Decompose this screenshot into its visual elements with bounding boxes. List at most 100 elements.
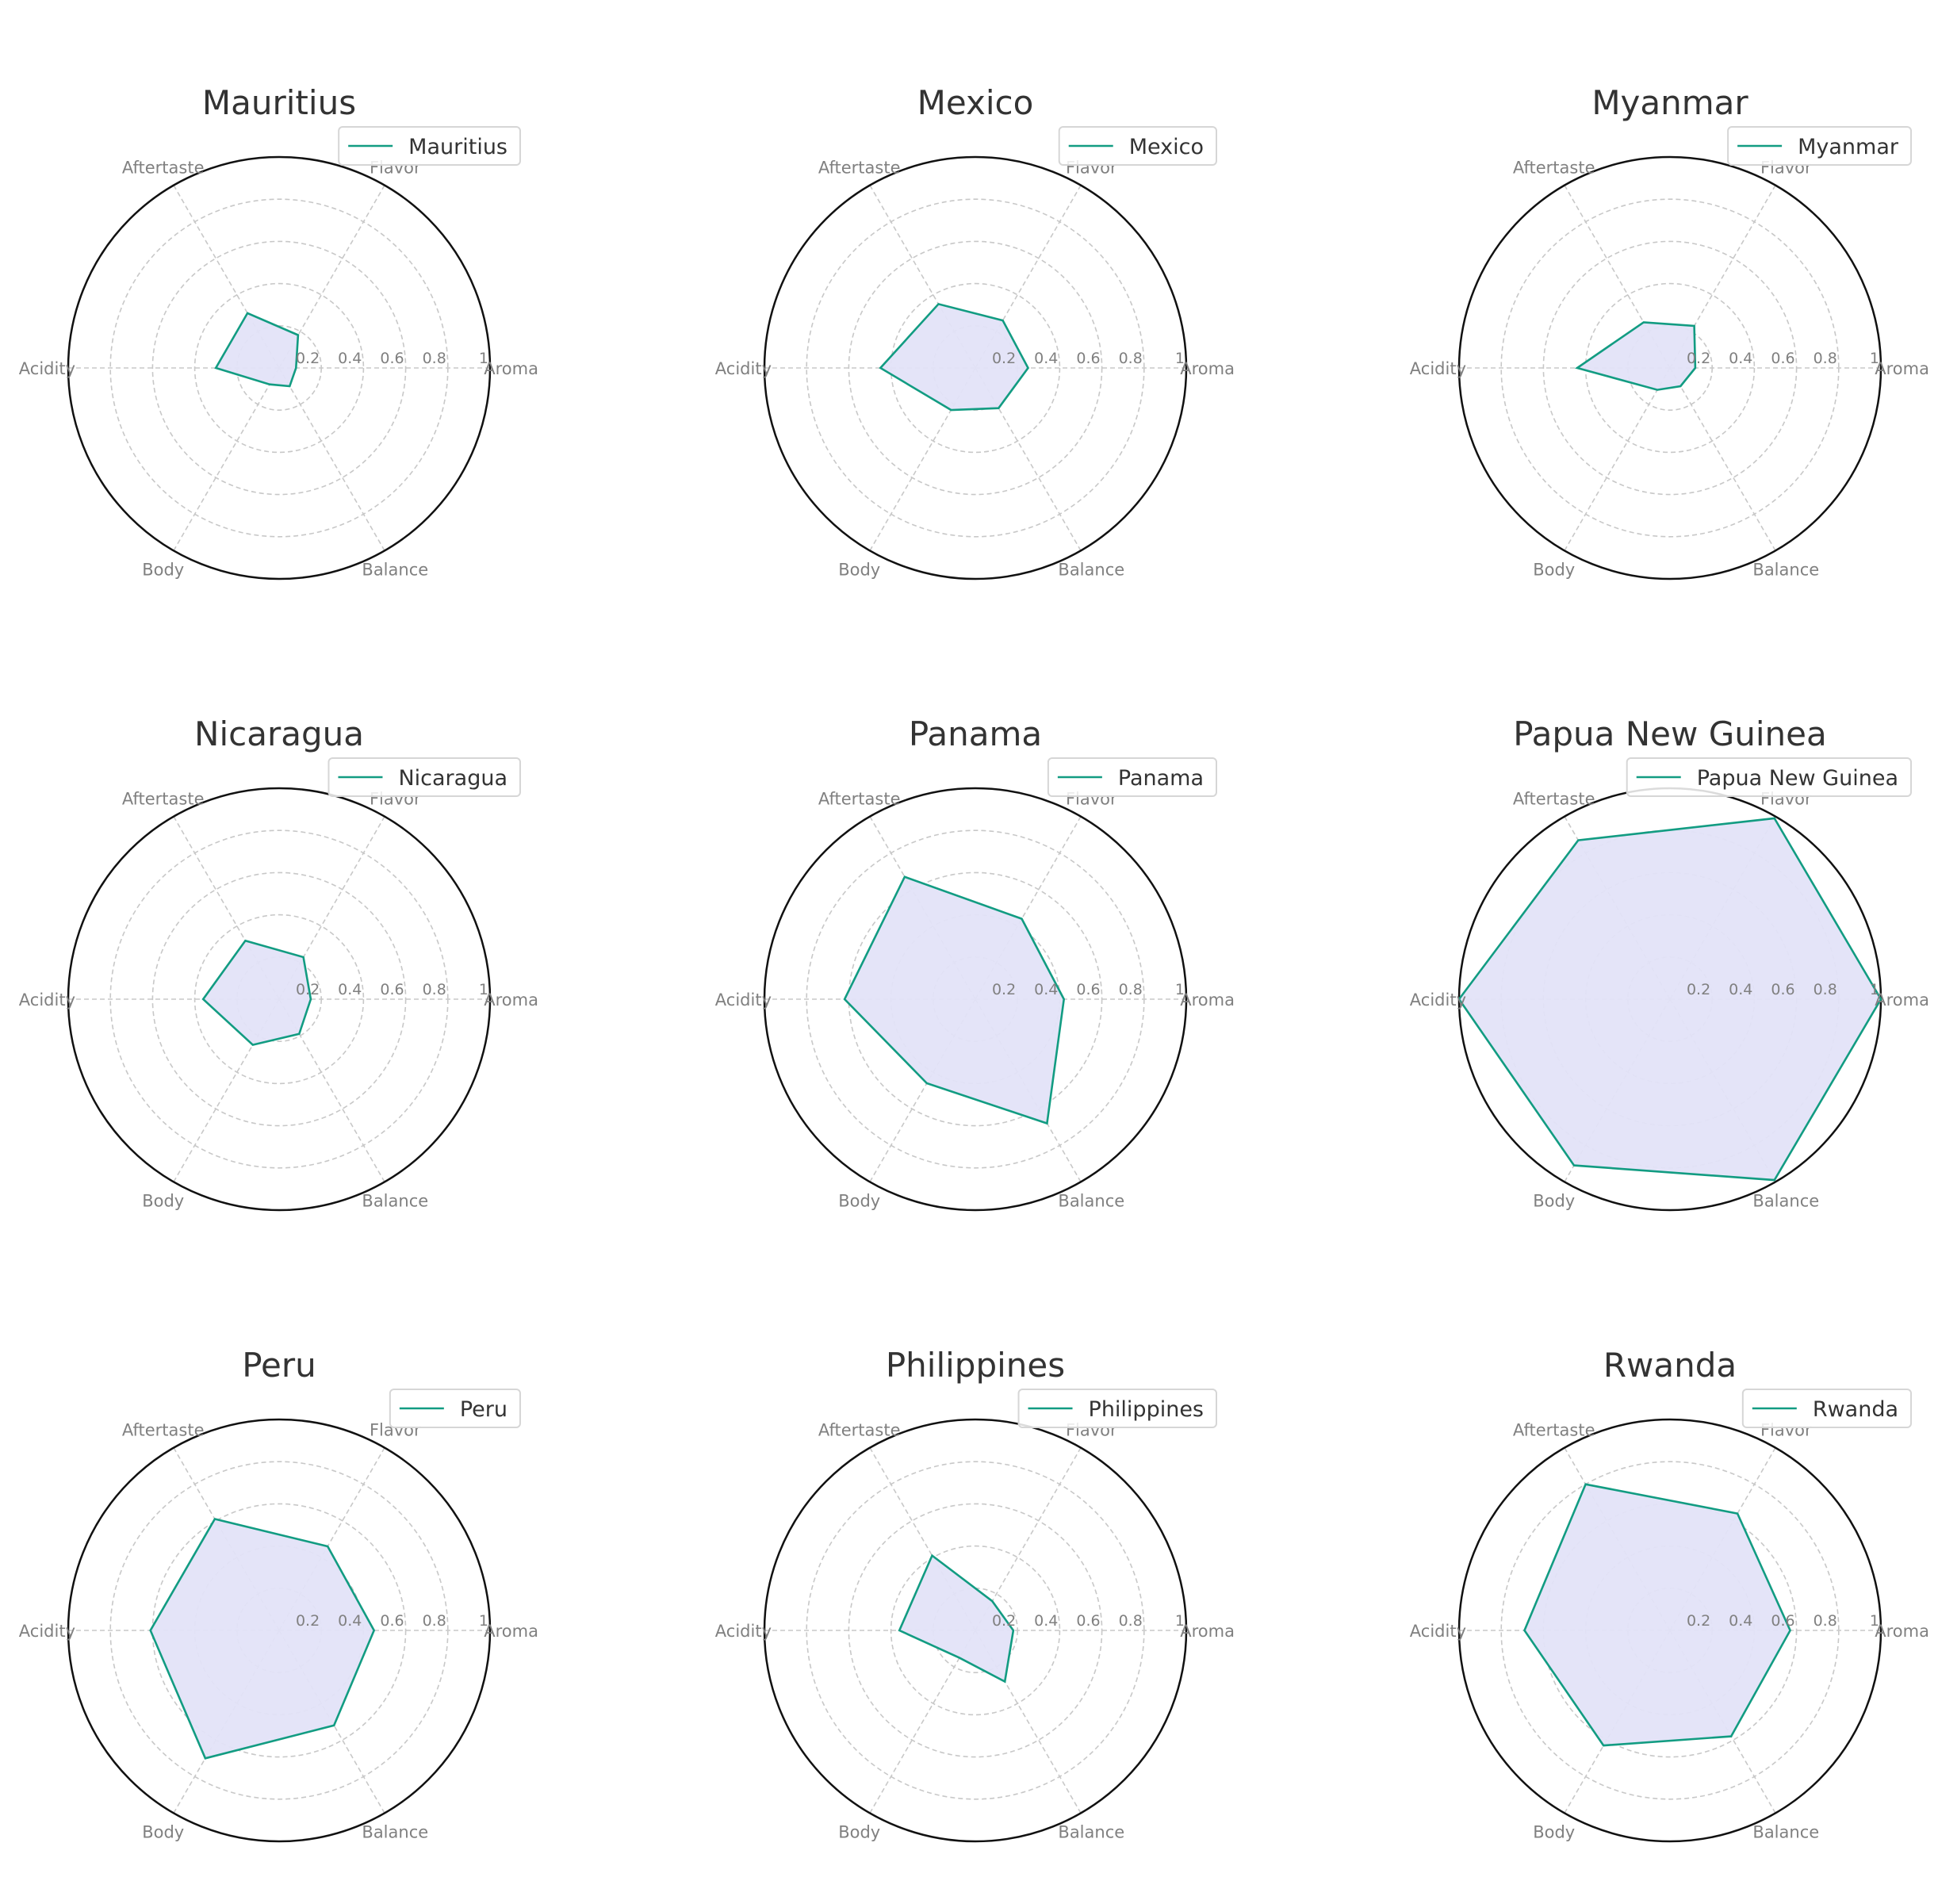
axis-label-body: Body (838, 560, 880, 579)
axis-label-acidity: Acidity (715, 359, 772, 378)
legend-label: Philippines (1089, 1397, 1204, 1422)
grid-spoke (173, 367, 280, 551)
grid-ring (193, 282, 365, 454)
legend-box (327, 757, 521, 797)
legend-label: Mexico (1129, 135, 1204, 159)
polar-frame (67, 155, 492, 580)
axis-label-balance: Balance (1058, 1822, 1124, 1841)
radar-panel-philippines: 0.2 0.4 0.6 0.8 1AromaFlavorAftertasteAcidit… (715, 1346, 1235, 1843)
r-tick-label: 0.2 (992, 1612, 1016, 1630)
polar-frame (67, 787, 492, 1212)
legend-box (1058, 126, 1217, 166)
r-tick-label: 0.2 (1687, 981, 1710, 998)
axis-label-body: Body (142, 1191, 184, 1210)
legend-box (1626, 757, 1912, 797)
panel-title: Mexico (917, 83, 1034, 122)
axis-label-body: Body (1533, 1822, 1575, 1841)
polar-frame (1457, 155, 1882, 580)
axis-label-acidity: Acidity (1410, 990, 1466, 1009)
polar-frame (1457, 1418, 1882, 1843)
axis-label-acidity: Acidity (1410, 359, 1466, 378)
axis-label-body: Body (1533, 1191, 1575, 1210)
legend: Papua New Guinea (1626, 757, 1912, 797)
r-tick-label: 0.2 (296, 1612, 320, 1630)
legend: Peru (389, 1389, 521, 1428)
polar-frame (763, 1418, 1188, 1843)
radar-panel-peru: 0.2 0.4 0.6 0.8 1AromaFlavorAftertasteAcidit… (19, 1346, 538, 1843)
legend-box (338, 126, 521, 166)
axis-label-aroma: Aroma (484, 990, 538, 1009)
grid-spoke (1669, 367, 1776, 551)
r-tick-label: 0.8 (1119, 1612, 1143, 1630)
axis-label-aftertaste: Aftertaste (122, 790, 205, 809)
axis-label-aftertaste: Aftertaste (1513, 159, 1595, 178)
r-tick-label: 0.6 (1076, 981, 1100, 998)
grid-ring (193, 914, 365, 1085)
legend-box (1047, 757, 1217, 797)
r-tick-label: 0.2 (296, 350, 320, 367)
panel-title: Papua New Guinea (1513, 714, 1827, 753)
grid-ring (1542, 240, 1798, 496)
axis-label-aroma: Aroma (1875, 359, 1929, 378)
axis-label-balance: Balance (1752, 1191, 1819, 1210)
axis-label-balance: Balance (1058, 1191, 1124, 1210)
radar-panel-rwanda: 0.2 0.4 0.6 0.8 1AromaFlavorAftertasteAcidit… (1410, 1346, 1929, 1843)
r-tick-label: 0.8 (1119, 981, 1143, 998)
legend-box (389, 1389, 521, 1428)
axis-label-aroma: Aroma (1180, 990, 1235, 1009)
r-tick-label: 0.4 (1034, 350, 1058, 367)
r-tick-label: 0.2 (1687, 1612, 1710, 1630)
r-tick-label: 0.2 (296, 981, 320, 998)
r-tick-label: 0.4 (1034, 1612, 1058, 1630)
axis-label-aroma: Aroma (484, 1622, 538, 1641)
legend-box (1727, 126, 1912, 166)
r-tick-label: 0.4 (1034, 981, 1058, 998)
axis-label-aftertaste: Aftertaste (122, 159, 205, 178)
r-tick-label: 0.4 (338, 981, 362, 998)
grid-ring (151, 240, 407, 496)
polar-frame (763, 155, 1188, 580)
axis-label-aftertaste: Aftertaste (818, 790, 901, 809)
axis-label-aroma: Aroma (1875, 990, 1929, 1009)
axis-label-balance: Balance (1752, 560, 1819, 579)
data-area (203, 941, 311, 1045)
axis-label-aftertaste: Aftertaste (122, 1421, 205, 1440)
data-area (150, 1519, 374, 1759)
data-area (216, 312, 298, 386)
r-tick-label: 1 (479, 350, 488, 367)
radar-panel-nicaragua: 0.2 0.4 0.6 0.8 1AromaFlavorAftertasteAcidit… (19, 714, 538, 1212)
r-tick-label: 0.8 (1814, 350, 1837, 367)
axis-label-acidity: Acidity (19, 359, 75, 378)
radar-panel-papua-new-guinea: 0.2 0.4 0.6 0.8 1AromaFlavorAftertasteAcidit… (1410, 714, 1929, 1212)
axis-label-body: Body (142, 560, 184, 579)
legend-label: Peru (460, 1397, 507, 1422)
axis-label-balance: Balance (362, 560, 428, 579)
r-tick-label: 1 (479, 981, 488, 998)
legend: Myanmar (1727, 126, 1912, 166)
r-tick-label: 1 (1870, 981, 1879, 998)
grid-spoke (1564, 367, 1671, 551)
legend-label: Myanmar (1798, 135, 1899, 159)
data-area (1524, 1484, 1791, 1746)
axis-label-aroma: Aroma (1180, 359, 1235, 378)
grid-ring (848, 1503, 1103, 1758)
grid-spoke (975, 1447, 1082, 1631)
axis-label-balance: Balance (1752, 1822, 1819, 1841)
r-tick-label: 1 (1870, 350, 1879, 367)
axis-label-body: Body (838, 1822, 880, 1841)
data-area (899, 1555, 1013, 1682)
panel-title: Panama (909, 714, 1042, 753)
axis-label-aroma: Aroma (1180, 1622, 1235, 1641)
legend: Rwanda (1741, 1389, 1912, 1428)
panel-title: Philippines (886, 1346, 1065, 1385)
legend-label: Mauritius (408, 135, 507, 159)
axis-label-acidity: Acidity (1410, 1622, 1466, 1641)
r-tick-label: 0.2 (992, 350, 1016, 367)
legend-box (1741, 1389, 1912, 1428)
data-area (1459, 818, 1881, 1181)
axis-label-aroma: Aroma (1875, 1622, 1929, 1641)
legend-label: Papua New Guinea (1697, 766, 1898, 791)
r-tick-label: 0.4 (1729, 1612, 1752, 1630)
r-tick-label: 0.2 (1687, 350, 1710, 367)
